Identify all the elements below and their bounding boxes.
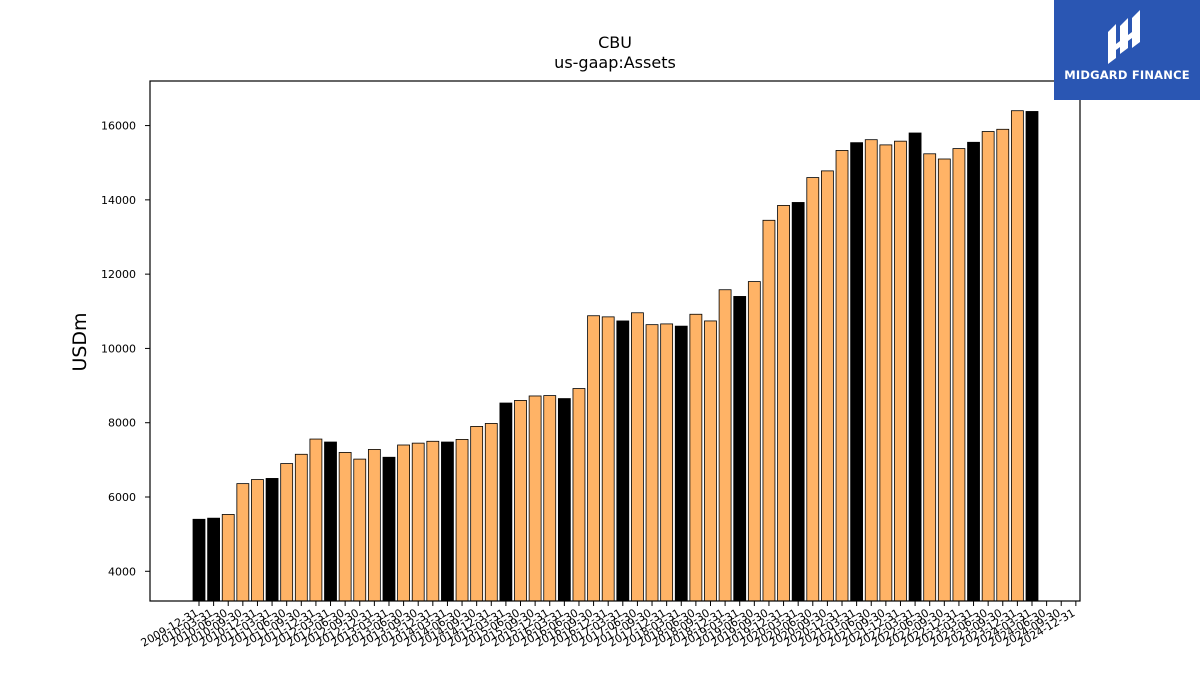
bar-2014-03-31 — [441, 441, 454, 602]
bar-2020-12-31 — [835, 150, 849, 602]
bar-2020-06-30 — [806, 177, 820, 602]
bar-2016-03-31 — [557, 398, 571, 602]
bar-2013-09-30 — [411, 442, 425, 602]
y-tick-label: 8000 — [108, 417, 136, 430]
bar-2011-09-30 — [294, 453, 308, 602]
bar-2011-12-31 — [309, 438, 323, 602]
bar-2011-06-30 — [280, 463, 294, 602]
bar-2013-12-31 — [426, 440, 440, 602]
bar-2022-06-30 — [923, 153, 937, 602]
bar-2023-12-31 — [1010, 110, 1024, 602]
bar-2022-12-31 — [952, 148, 966, 602]
bar-2022-03-31 — [908, 132, 922, 602]
bar-2012-12-31 — [367, 449, 381, 602]
bar-2017-12-31 — [660, 323, 674, 602]
bar-2009-12-31 — [192, 518, 206, 602]
y-tick-label: 4000 — [108, 565, 136, 578]
bar-2024-03-31 — [1025, 111, 1039, 602]
bar-2012-09-30 — [353, 458, 367, 602]
bar-2023-09-30 — [996, 128, 1010, 602]
bar-2019-03-31 — [733, 296, 747, 602]
bar-2010-03-31 — [207, 517, 220, 602]
bar-2015-06-30 — [514, 400, 527, 602]
bar-2022-09-30 — [937, 158, 951, 602]
plot-frame — [149, 80, 1081, 602]
bar-2021-06-30 — [864, 139, 878, 602]
bar-2014-12-31 — [484, 423, 498, 602]
x-ticks-group: 2009-12-312010-03-312010-06-302010-09-30… — [139, 601, 1077, 650]
bar-2020-03-31 — [791, 202, 805, 602]
bar-2013-03-31 — [382, 456, 396, 602]
midgard-finance-logo: MIDGARD FINANCE — [1054, 0, 1200, 100]
bar-2010-06-30 — [221, 514, 235, 602]
y-tick-label: 14000 — [101, 194, 136, 207]
y-ticks-group: 4000 6000 8000 10000 12000 14000 16000 — [101, 120, 150, 578]
bar-2013-06-30 — [397, 444, 410, 602]
bar-2015-12-31 — [543, 395, 557, 602]
bar-2018-09-30 — [704, 320, 717, 602]
bar-2015-03-31 — [499, 402, 513, 602]
bar-2012-06-30 — [338, 452, 352, 602]
chart-subtitle: us-gaap:Assets — [554, 53, 676, 72]
bar-2019-06-30 — [747, 281, 761, 602]
y-tick-label: 10000 — [101, 342, 136, 355]
bar-2016-06-30 — [572, 388, 586, 602]
bar-2021-03-31 — [850, 142, 864, 602]
bar-2021-09-30 — [879, 144, 893, 602]
bar-2015-09-30 — [528, 395, 542, 602]
bar-2010-09-30 — [236, 483, 250, 602]
logo-text: MIDGARD FINANCE — [1064, 68, 1190, 82]
bar-2017-03-31 — [616, 320, 630, 602]
bar-2021-12-31 — [894, 140, 907, 602]
bar-2023-03-31 — [967, 141, 980, 602]
y-axis-label: USDm — [69, 312, 91, 371]
midgard-logo-icon — [1108, 10, 1140, 64]
bar-2011-03-31 — [265, 478, 279, 602]
bar-2017-09-30 — [645, 324, 659, 602]
y-tick-label: 16000 — [101, 120, 136, 133]
bar-2018-12-31 — [718, 289, 732, 602]
bar-2023-06-30 — [981, 131, 995, 602]
chart-title: CBU — [598, 33, 632, 52]
bar-2016-09-30 — [587, 315, 600, 602]
bar-2019-12-31 — [777, 205, 790, 602]
bar-2016-12-31 — [601, 316, 615, 602]
bar-2019-09-30 — [762, 219, 776, 602]
bar-2010-12-31 — [251, 479, 264, 602]
bar-2014-09-30 — [470, 426, 484, 602]
y-tick-label: 6000 — [108, 491, 136, 504]
bar-2018-06-30 — [689, 313, 703, 602]
y-tick-label: 12000 — [101, 268, 136, 281]
bars-group — [192, 110, 1039, 602]
bar-2017-06-30 — [631, 312, 644, 602]
bar-2018-03-31 — [674, 325, 688, 602]
bar-2020-09-30 — [821, 170, 834, 602]
bar-2012-03-31 — [324, 441, 337, 602]
bar-2014-06-30 — [455, 439, 469, 602]
